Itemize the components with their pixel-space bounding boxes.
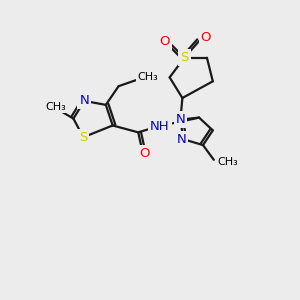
Text: N: N	[176, 133, 186, 146]
Text: NH: NH	[150, 120, 170, 133]
Text: N: N	[176, 113, 185, 126]
Text: CH₃: CH₃	[138, 72, 158, 82]
Text: O: O	[139, 147, 149, 161]
Text: O: O	[160, 34, 170, 48]
Text: N: N	[80, 94, 89, 107]
Text: CH₃: CH₃	[217, 157, 238, 167]
Text: O: O	[201, 31, 211, 44]
Text: CH₃: CH₃	[45, 102, 66, 112]
Text: S: S	[79, 131, 87, 144]
Text: S: S	[180, 51, 188, 64]
